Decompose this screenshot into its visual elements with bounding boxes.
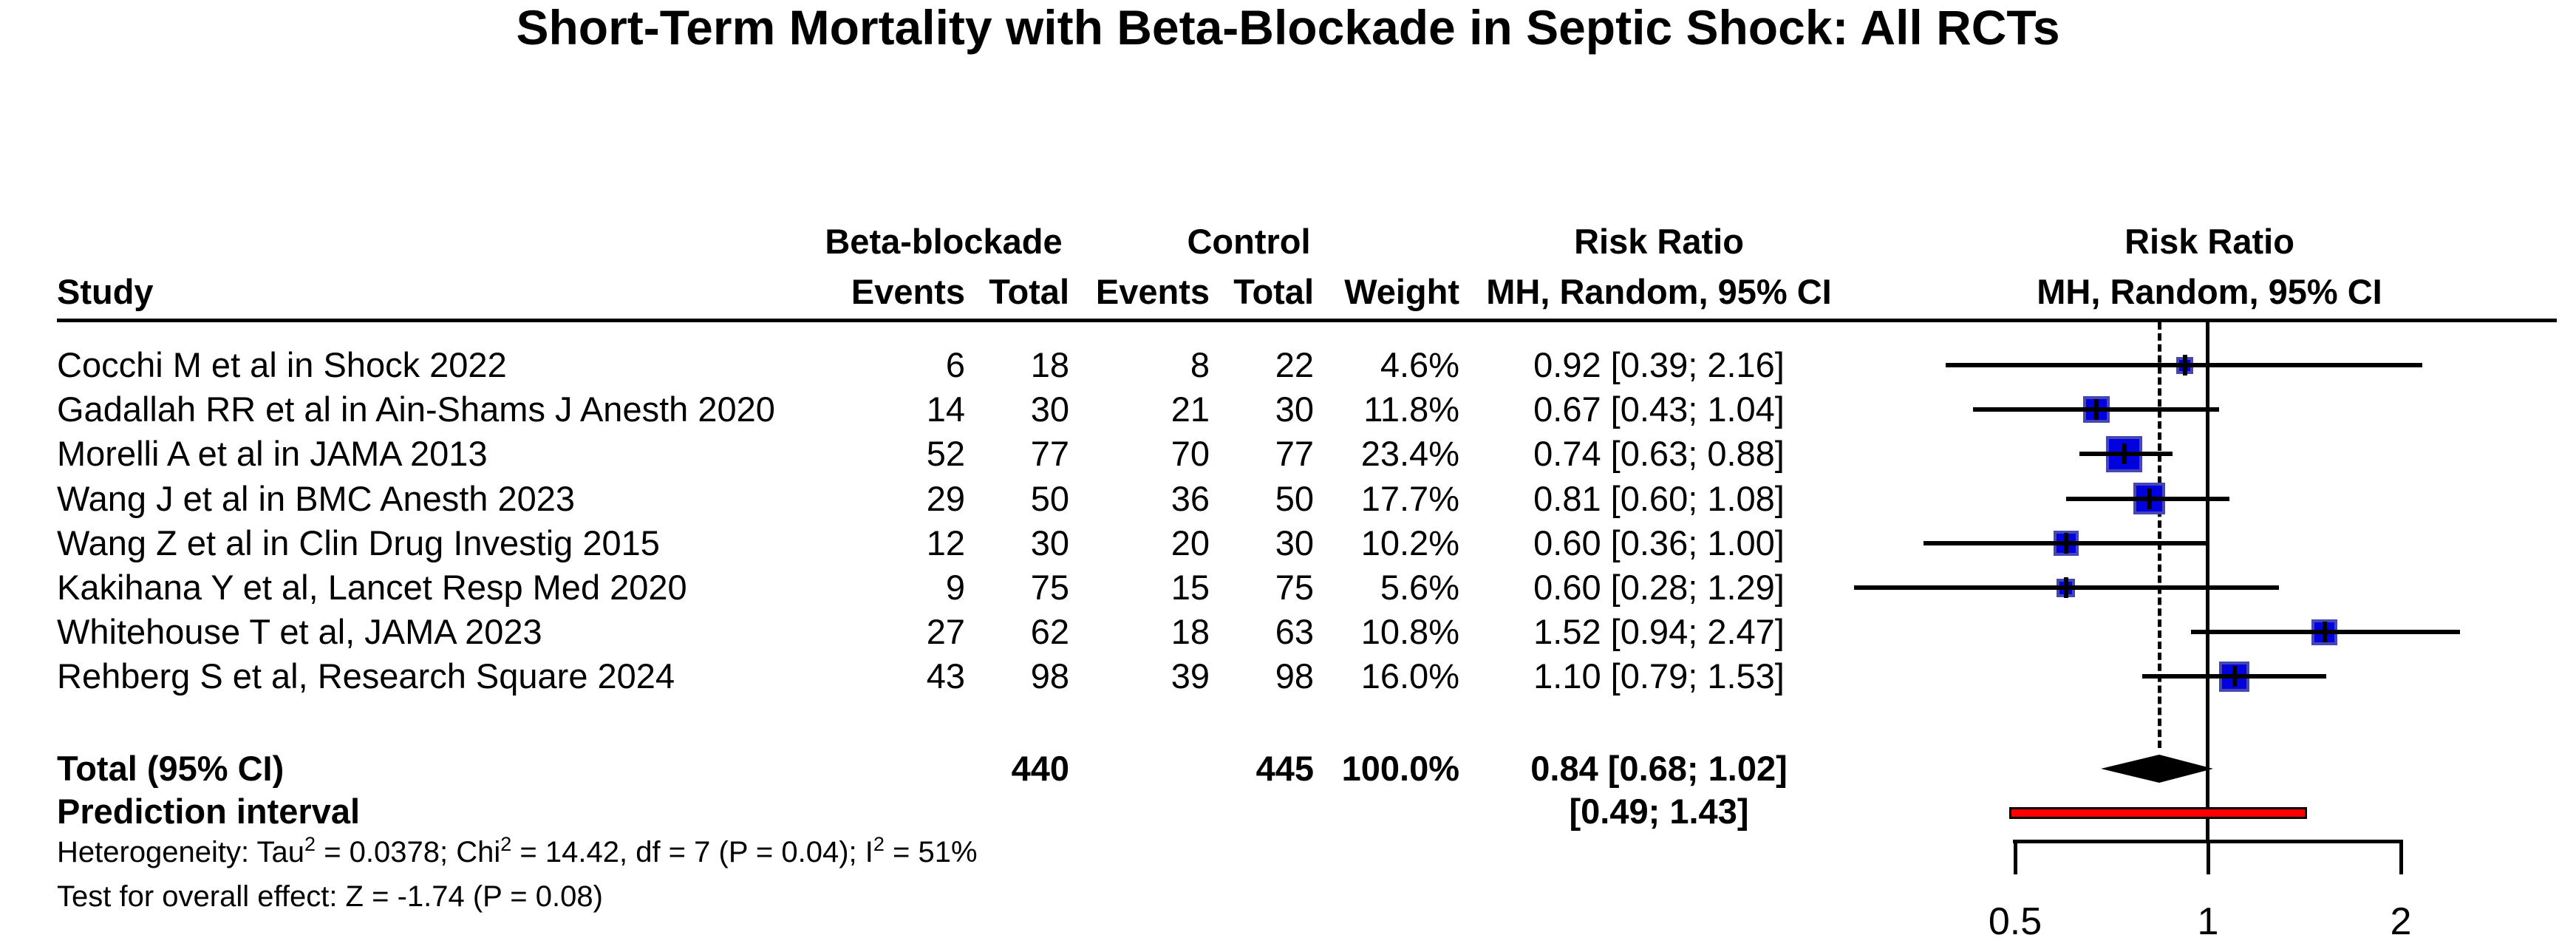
point-estimate-tick	[2232, 666, 2237, 687]
study-ci-text: 0.60 [0.36; 1.00]	[1533, 523, 1785, 562]
study-weight: 5.6%	[1380, 568, 1459, 607]
study-events-beta: 9	[945, 568, 965, 607]
study-weight: 10.2%	[1360, 523, 1459, 562]
study-events-control: 8	[1190, 345, 1210, 384]
study-total-control: 75	[1275, 568, 1314, 607]
study-total-beta: 62	[1030, 612, 1069, 651]
header-risk-ratio-plot-col: Risk Ratio	[2124, 222, 2294, 261]
study-ci-text: 1.52 [0.94; 2.47]	[1533, 612, 1785, 651]
study-ci-text: 0.67 [0.43; 1.04]	[1533, 390, 1785, 429]
x-axis-tick	[2014, 840, 2017, 874]
x-axis-tick-label: 1	[2197, 900, 2219, 943]
study-total-beta: 98	[1030, 656, 1069, 696]
study-ci-text: 0.60 [0.28; 1.29]	[1533, 568, 1785, 607]
study-events-beta: 14	[926, 390, 965, 429]
study-name: Rehberg S et al, Research Square 2024	[57, 656, 675, 696]
study-total-beta: 75	[1030, 568, 1069, 607]
study-total-control: 30	[1275, 523, 1314, 562]
point-estimate-tick	[2323, 622, 2327, 642]
x-axis-tick	[2207, 840, 2210, 874]
point-estimate-tick	[2064, 533, 2068, 554]
study-total-control: 63	[1275, 612, 1314, 651]
study-weight: 10.8%	[1360, 612, 1459, 651]
total-beta-n: 440	[1011, 749, 1069, 788]
study-events-control: 20	[1171, 523, 1210, 562]
total-ci-text: 0.84 [0.68; 1.02]	[1530, 749, 1788, 788]
heterogeneity-note: Heterogeneity: Tau2 = 0.0378; Chi2 = 14.…	[57, 833, 978, 869]
study-total-beta: 77	[1030, 434, 1069, 473]
point-estimate-tick	[2122, 443, 2127, 464]
study-events-beta: 29	[926, 479, 965, 518]
study-total-control: 30	[1275, 390, 1314, 429]
study-name: Whitehouse T et al, JAMA 2023	[57, 612, 542, 651]
study-name: Wang Z et al in Clin Drug Investig 2015	[57, 523, 660, 562]
study-total-beta: 30	[1030, 523, 1069, 562]
header-mh-random-plot-col: MH, Random, 95% CI	[2037, 272, 2382, 311]
study-events-control: 15	[1171, 568, 1210, 607]
total-weight: 100.0%	[1341, 749, 1459, 788]
study-total-beta: 50	[1030, 479, 1069, 518]
study-weight: 4.6%	[1380, 345, 1459, 384]
study-name: Gadallah RR et al in Ain-Shams J Anesth …	[57, 390, 775, 429]
total-row-label: Total (95% CI)	[57, 749, 284, 788]
study-weight: 17.7%	[1360, 479, 1459, 518]
study-total-beta: 30	[1030, 390, 1069, 429]
point-estimate-tick	[2147, 489, 2152, 509]
header-group-control: Control	[1187, 222, 1311, 261]
x-axis-tick-label: 0.5	[1988, 900, 2042, 943]
study-events-control: 18	[1171, 612, 1210, 651]
study-events-beta: 27	[926, 612, 965, 651]
study-total-control: 77	[1275, 434, 1314, 473]
page-title: Short-Term Mortality with Beta-Blockade …	[516, 0, 2060, 55]
study-weight: 23.4%	[1360, 434, 1459, 473]
study-total-control: 50	[1275, 479, 1314, 518]
reference-line-rr1	[2206, 319, 2209, 843]
study-total-control: 98	[1275, 656, 1314, 696]
header-risk-ratio-text-col: Risk Ratio	[1574, 222, 1744, 261]
header-group-beta-blockade: Beta-blockade	[825, 222, 1063, 261]
x-axis-tick	[2399, 840, 2403, 874]
point-estimate-tick	[2094, 399, 2099, 420]
header-study: Study	[57, 272, 154, 311]
study-name: Cocchi M et al in Shock 2022	[57, 345, 507, 384]
point-estimate-tick	[2064, 577, 2068, 598]
x-axis-tick-label: 2	[2390, 900, 2412, 943]
header-separator-line	[57, 319, 2557, 322]
study-total-control: 22	[1275, 345, 1314, 384]
study-name: Kakihana Y et al, Lancet Resp Med 2020	[57, 568, 687, 607]
header-events-control: Events	[1095, 272, 1210, 311]
pooled-estimate-dashed-line	[2158, 322, 2161, 748]
study-events-beta: 12	[926, 523, 965, 562]
study-events-control: 70	[1171, 434, 1210, 473]
study-name: Morelli A et al in JAMA 2013	[57, 434, 488, 473]
study-events-control: 36	[1171, 479, 1210, 518]
study-name: Wang J et al in BMC Anesth 2023	[57, 479, 576, 518]
study-weight: 11.8%	[1363, 390, 1459, 429]
overall-effect-note: Test for overall effect: Z = -1.74 (P = …	[57, 880, 603, 913]
study-ci-text: 0.81 [0.60; 1.08]	[1533, 479, 1785, 518]
header-weight: Weight	[1344, 272, 1459, 311]
study-events-control: 39	[1171, 656, 1210, 696]
study-ci-text: 1.10 [0.79; 1.53]	[1533, 656, 1785, 696]
study-events-beta: 6	[945, 345, 965, 384]
study-events-beta: 52	[926, 434, 965, 473]
header-total-beta: Total	[989, 272, 1069, 311]
study-total-beta: 18	[1030, 345, 1069, 384]
prediction-interval-bar	[2009, 807, 2307, 819]
study-ci-text: 0.74 [0.63; 0.88]	[1533, 434, 1785, 473]
study-events-control: 21	[1171, 390, 1210, 429]
header-mh-random-text-col: MH, Random, 95% CI	[1486, 272, 1832, 311]
point-estimate-tick	[2183, 355, 2187, 375]
prediction-interval-label: Prediction interval	[57, 792, 361, 831]
study-ci-text: 0.92 [0.39; 2.16]	[1533, 345, 1785, 384]
prediction-interval-ci-text: [0.49; 1.43]	[1569, 792, 1749, 831]
total-control-n: 445	[1255, 749, 1314, 788]
study-weight: 16.0%	[1360, 656, 1459, 696]
study-events-beta: 43	[926, 656, 965, 696]
header-total-control: Total	[1233, 272, 1314, 311]
header-events-beta: Events	[851, 272, 965, 311]
